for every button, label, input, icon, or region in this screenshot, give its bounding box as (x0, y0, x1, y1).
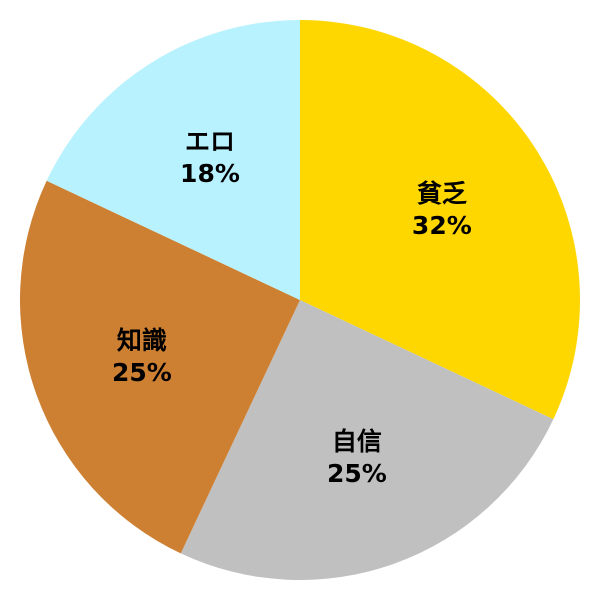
slice-percent-label: 18% (180, 159, 240, 188)
slice-label: 自信 (332, 427, 382, 456)
pie-slice (19, 180, 301, 554)
slice-percent-label: 25% (327, 459, 387, 488)
pie-slice (300, 20, 580, 420)
slice-label: 貧乏 (417, 179, 467, 208)
pie-slice (180, 300, 554, 580)
slice-label: エロ (185, 127, 235, 156)
slice-percent-label: 25% (112, 358, 172, 387)
pie-slice (46, 20, 301, 300)
slice-percent-label: 32% (412, 211, 472, 240)
slice-label: 知識 (117, 326, 167, 355)
